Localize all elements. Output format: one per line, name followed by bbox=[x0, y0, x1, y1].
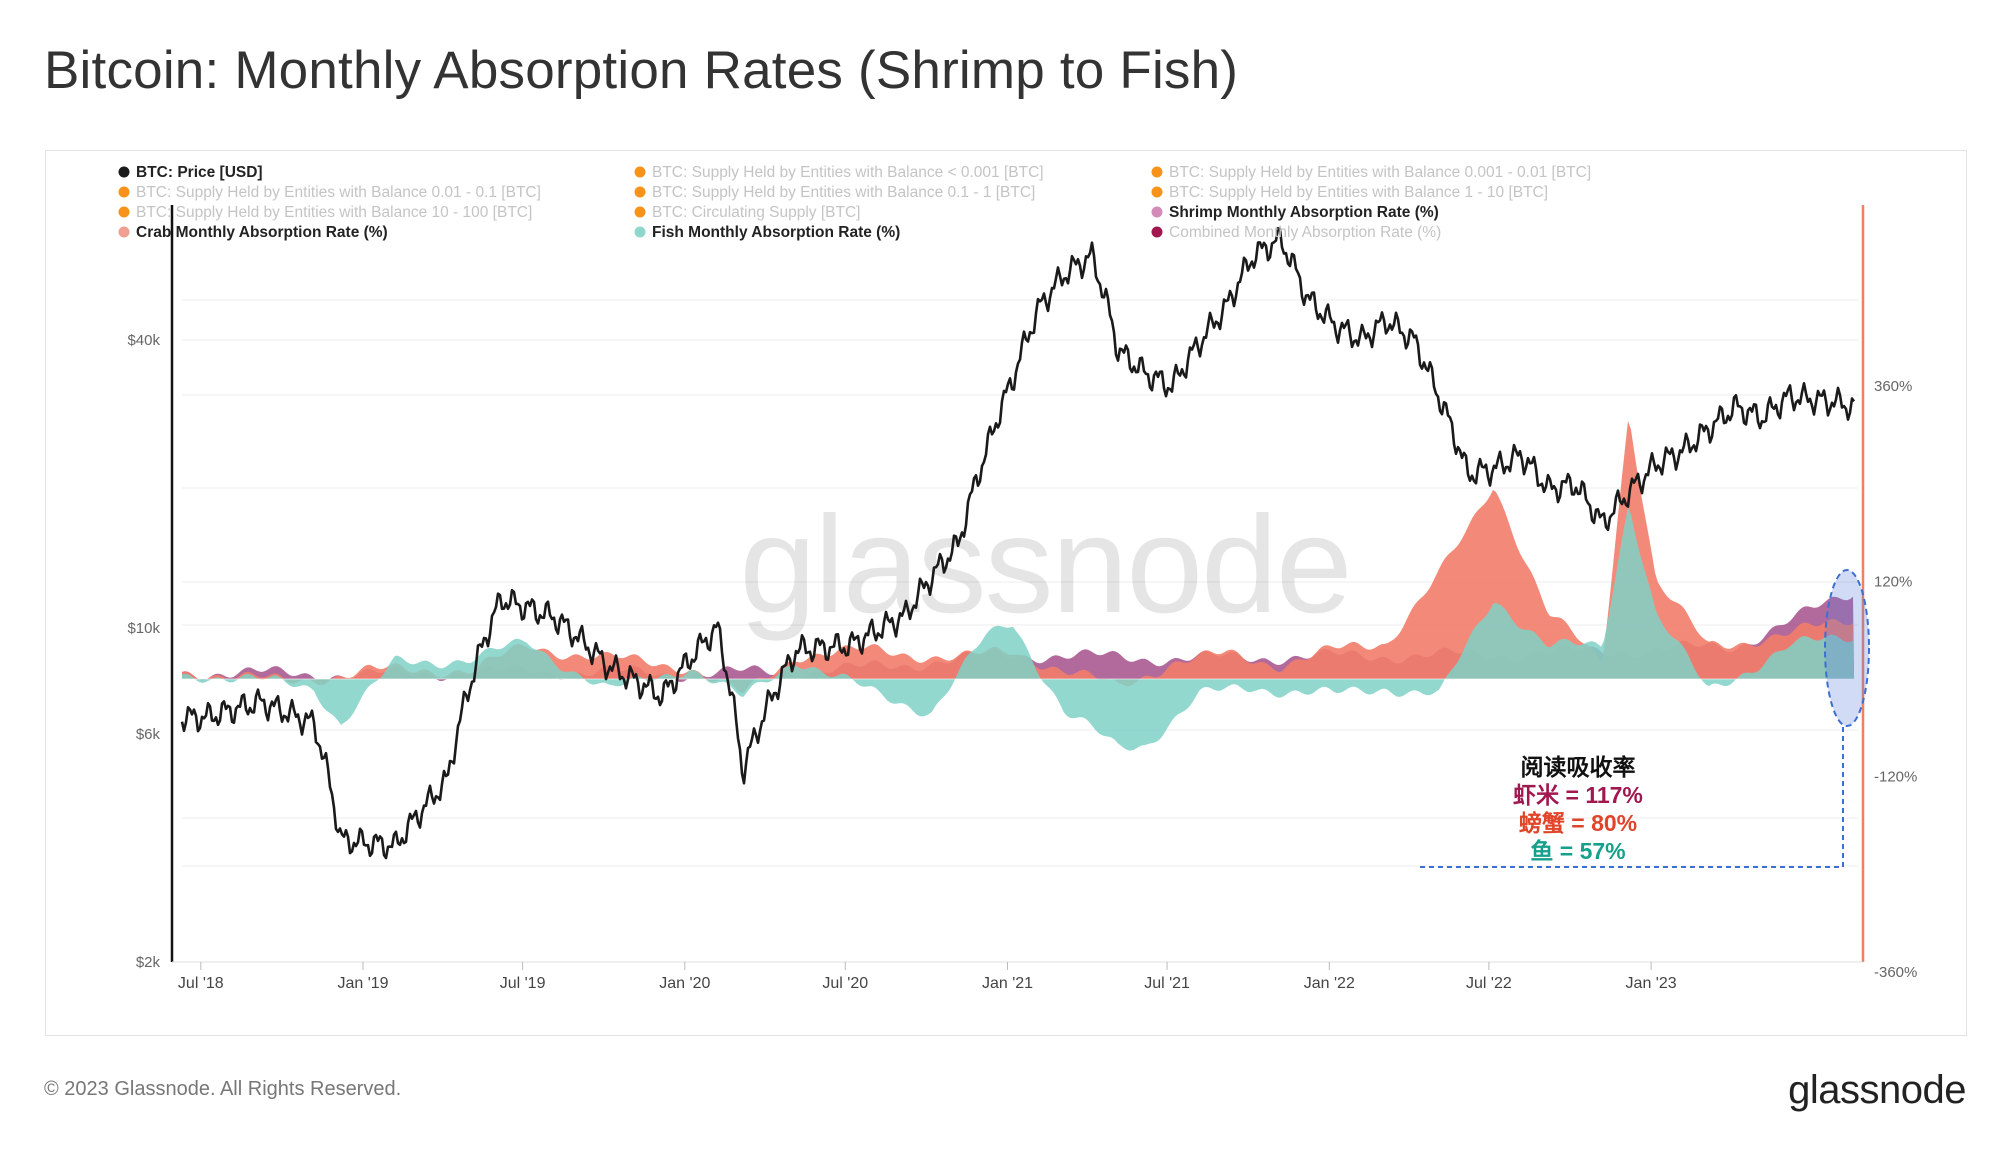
y-right-tick: -120% bbox=[1874, 769, 1917, 786]
y-left-tick: $10k bbox=[127, 620, 160, 637]
x-tick-label: Jan '21 bbox=[982, 975, 1033, 992]
legend-label: BTC: Supply Held by Entities with Balanc… bbox=[652, 164, 1044, 181]
brand-logo: glassnode bbox=[1788, 1068, 1966, 1112]
legend-label: Combined Monthly Absorption Rate (%) bbox=[1169, 224, 1441, 241]
legend-label: BTC: Price [USD] bbox=[136, 164, 263, 181]
y-left-tick: $6k bbox=[136, 726, 161, 743]
chart-axes: $40k $10k $6k $2k 360% 120% -120% -360% Jul '18 J… bbox=[127, 205, 1917, 992]
legend-dot bbox=[1151, 166, 1163, 178]
price-line bbox=[180, 227, 1856, 860]
legend-dot bbox=[1151, 206, 1163, 218]
crab-area bbox=[182, 420, 1854, 693]
y-left-tick: $2k bbox=[136, 954, 161, 971]
annotation-heading: 阅读吸收率 bbox=[1521, 754, 1636, 780]
watermark-text: glassnode bbox=[739, 488, 1350, 642]
legend-label: BTC: Supply Held by Entities with Balanc… bbox=[1169, 184, 1548, 201]
annotation-line: 螃蟹 = 80% bbox=[1519, 810, 1637, 836]
chart-panel bbox=[45, 150, 1967, 1036]
annotation-line: 鱼 = 57% bbox=[1530, 838, 1625, 864]
legend-dot bbox=[118, 206, 130, 218]
btc-price-series bbox=[180, 227, 1856, 860]
chart-grid bbox=[182, 299, 1858, 867]
legend-dot bbox=[118, 186, 130, 198]
legend-dot bbox=[634, 206, 646, 218]
x-tick-label: Jul '22 bbox=[1466, 975, 1512, 992]
x-tick-label: Jan '22 bbox=[1304, 975, 1355, 992]
highlight-ellipse bbox=[1824, 569, 1870, 727]
x-tick-label: Jul '21 bbox=[1144, 975, 1190, 992]
legend-label: BTC: Supply Held by Entities with Balanc… bbox=[136, 184, 541, 201]
y-right-tick: 120% bbox=[1874, 573, 1912, 590]
legend-label: Crab Monthly Absorption Rate (%) bbox=[136, 224, 388, 241]
legend-label: BTC: Circulating Supply [BTC] bbox=[652, 204, 860, 221]
x-tick-label: Jan '23 bbox=[1626, 975, 1677, 992]
x-tick-label: Jan '20 bbox=[659, 975, 710, 992]
y-right-tick: -360% bbox=[1874, 964, 1917, 981]
legend-dot bbox=[118, 226, 130, 238]
legend-dot bbox=[1151, 226, 1163, 238]
x-tick-label: Jul '20 bbox=[822, 975, 868, 992]
legend-dot bbox=[634, 186, 646, 198]
y-right-tick: 360% bbox=[1874, 378, 1912, 395]
absorption-areas bbox=[182, 420, 1858, 751]
legend-label: Fish Monthly Absorption Rate (%) bbox=[652, 224, 900, 241]
copyright-text: © 2023 Glassnode. All Rights Reserved. bbox=[44, 1078, 402, 1100]
legend-label: BTC: Supply Held by Entities with Balanc… bbox=[1169, 164, 1591, 181]
fish-area bbox=[182, 507, 1854, 751]
legend-dot bbox=[634, 226, 646, 238]
legend-label: BTC: Supply Held by Entities with Balanc… bbox=[652, 184, 1035, 201]
x-tick-label: Jul '19 bbox=[500, 975, 546, 992]
legend-label: Shrimp Monthly Absorption Rate (%) bbox=[1169, 204, 1439, 221]
legend-dot bbox=[634, 166, 646, 178]
chart-legend: BTC: Price [USD] BTC: Supply Held by Enti… bbox=[118, 164, 1591, 241]
annotation-callout-line bbox=[1420, 726, 1844, 868]
x-tick-label: Jan '19 bbox=[337, 975, 388, 992]
legend-label: BTC: Supply Held by Entities with Balanc… bbox=[136, 204, 532, 221]
page-title: Bitcoin: Monthly Absorption Rates (Shrim… bbox=[44, 41, 1239, 100]
legend-dot bbox=[1151, 186, 1163, 198]
x-tick-label: Jul '18 bbox=[178, 975, 224, 992]
legend-dot bbox=[118, 166, 130, 178]
annotation-line: 虾米 = 117% bbox=[1513, 782, 1643, 808]
y-left-tick: $40k bbox=[127, 332, 160, 349]
